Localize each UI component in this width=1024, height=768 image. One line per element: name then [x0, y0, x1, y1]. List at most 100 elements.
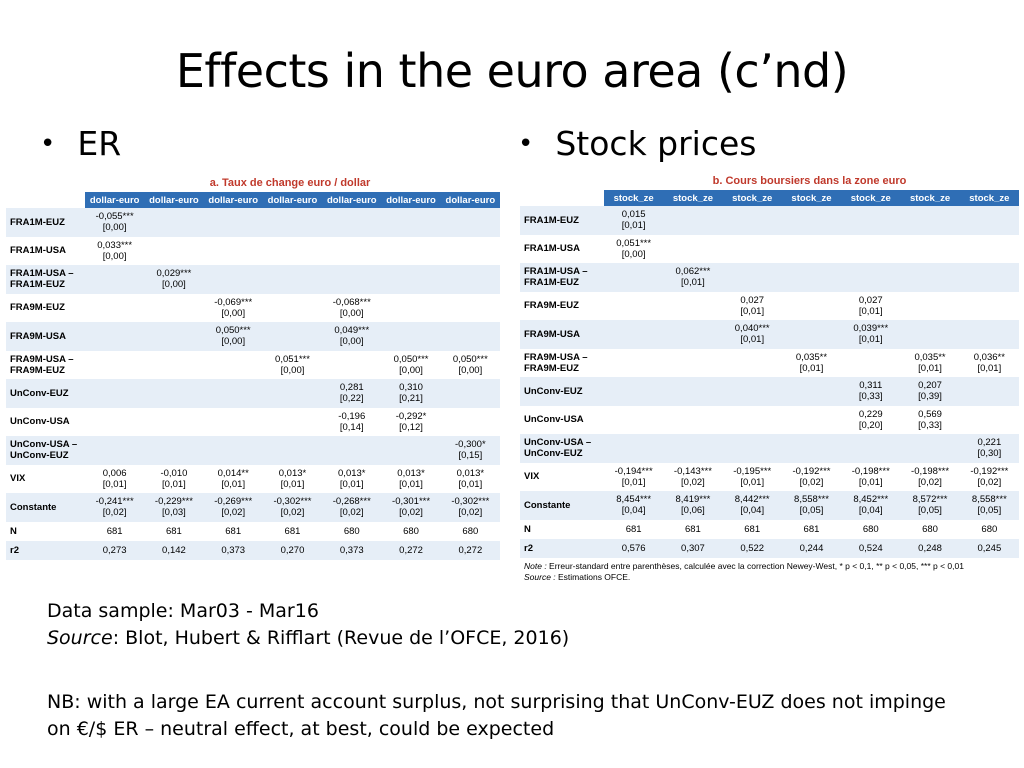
- coefficient-value: 680: [403, 525, 419, 537]
- standard-error-value: [0,01]: [339, 478, 364, 490]
- column-header: stock_ze: [722, 190, 782, 206]
- coefficient-value: 0,244: [799, 542, 824, 554]
- coefficient-value: -0,198***: [911, 465, 950, 477]
- table-cell: [782, 406, 841, 435]
- table-cell: [663, 349, 722, 378]
- coefficient-value: -0,196: [338, 410, 366, 422]
- standard-error-value: [0,02]: [799, 476, 824, 488]
- table-cell: [381, 208, 440, 237]
- table-row: VIX -0,194*** [0,01] -0,143*** [0,02] -0,195*…: [520, 463, 1019, 492]
- standard-error-value: [0,00]: [102, 250, 127, 262]
- table-cell: [841, 434, 900, 463]
- table-row: FRA1M-USA 0,033*** [0,00]: [6, 237, 500, 266]
- coefficient-value: 0,013*: [397, 467, 425, 479]
- table-cell: 0,576: [604, 539, 663, 558]
- table-row: r2 0,273 0,142 0,373 0,270 0,373 0,272 0,272: [6, 540, 500, 560]
- table-cell: 680: [900, 520, 959, 539]
- table-cell: 681: [204, 522, 263, 541]
- coefficient-value: 0,576: [621, 542, 646, 554]
- table-cell: [841, 263, 900, 292]
- row-label: UnConv-USA – UnConv-EUZ: [520, 434, 604, 463]
- slide-title: Effects in the euro area (c’nd): [175, 44, 849, 98]
- coefficient-value: 681: [225, 525, 242, 537]
- coefficient-value: 0,221: [977, 437, 1002, 449]
- table-cell: [900, 206, 959, 235]
- table-row: FRA9M-EUZ -0,069*** [0,00] -0,068*** [0,00]: [6, 294, 500, 323]
- table-row: FRA1M-EUZ 0,015 [0,01]: [520, 206, 1019, 235]
- table-cell: [322, 237, 381, 266]
- coefficient-value: -0,229***: [154, 496, 193, 508]
- table-row: FRA1M-USA 0,051*** [0,00]: [520, 235, 1019, 264]
- table-cell: [723, 406, 782, 435]
- table-cell: [441, 408, 500, 437]
- table-cell: [85, 351, 144, 380]
- coefficient-value: 0,270: [280, 544, 305, 556]
- standard-error-value: [0,20]: [858, 419, 883, 431]
- table-cell: [85, 379, 144, 408]
- table-cell: 0,033*** [0,00]: [85, 237, 144, 266]
- table-cell: [782, 320, 841, 349]
- coefficient-value: 0,027: [858, 294, 883, 306]
- coefficient-value: 681: [106, 525, 123, 537]
- table-row: FRA9M-USA 0,040*** [0,01] 0,039*** [0,01]: [520, 320, 1019, 349]
- table-cell: [441, 265, 500, 294]
- table-cell: [144, 208, 203, 237]
- row-label: FRA9M-EUZ: [6, 294, 85, 323]
- table-cell: [204, 265, 263, 294]
- standard-error-value: [0,33]: [858, 391, 883, 403]
- coefficient-value: 0,036**: [973, 351, 1005, 363]
- coefficient-value: 0,015: [621, 209, 646, 221]
- table-cell: 0,273: [85, 541, 144, 560]
- standard-error-value: [0,00]: [399, 364, 423, 376]
- source-label: Source :: [524, 571, 556, 582]
- coefficient-value: 0,027: [740, 294, 765, 306]
- table-cell: 0,013* [0,01]: [322, 465, 381, 494]
- coefficient-value: 681: [284, 525, 301, 537]
- standard-error-value: [0,01]: [799, 362, 824, 374]
- table-cell: [663, 206, 722, 235]
- standard-error-value: [0,02]: [681, 476, 705, 488]
- row-label-line: UnConv-USA: [524, 414, 584, 426]
- row-label: N: [520, 520, 604, 539]
- table-cell: 680: [960, 520, 1019, 539]
- coefficient-value: -0,292*: [395, 410, 427, 422]
- table-cell: -0,269*** [0,02]: [204, 493, 263, 522]
- coefficient-value: 8,442***: [734, 494, 770, 506]
- table-cell: [841, 206, 900, 235]
- standard-error-value: [0,05]: [977, 505, 1002, 517]
- table-cell: [604, 377, 663, 406]
- table-cell: -0,292* [0,12]: [381, 408, 440, 437]
- coefficient-value: 680: [981, 523, 998, 535]
- column-header: stock_ze: [663, 190, 723, 206]
- bullet-stock-label: Stock prices: [555, 124, 757, 163]
- standard-error-value: [0,12]: [399, 421, 423, 433]
- table-cell: [381, 322, 440, 351]
- row-label: FRA9M-USA: [6, 322, 85, 351]
- table-cell: [144, 379, 203, 408]
- table-cell: 680: [441, 522, 500, 541]
- note-text: Erreur-standard entre parenthèses, calcu…: [546, 560, 964, 571]
- table-cell: 8,572*** [0,05]: [900, 491, 959, 520]
- table-cell: [604, 292, 663, 321]
- table-cell: 0,050*** [0,00]: [204, 322, 263, 351]
- row-label-line: FRA9M-EUZ: [524, 300, 579, 312]
- er-regression-table: dollar-euro dollar-euro dollar-euro dollar-…: [6, 192, 500, 560]
- table-cell: [85, 436, 144, 465]
- row-label-line: FRA9M-USA –: [10, 353, 74, 365]
- nb-note-line-1: NB: with a large EA current account surp…: [47, 691, 946, 713]
- coefficient-value: 0,013*: [278, 467, 307, 479]
- table-cell: -0,198*** [0,02]: [900, 463, 959, 492]
- standard-error-value: [0,00]: [621, 248, 646, 260]
- table-cell: 0,036** [0,01]: [960, 349, 1019, 378]
- coefficient-value: 0,245: [977, 542, 1002, 554]
- table-cell: [900, 320, 959, 349]
- row-label: FRA9M-EUZ: [520, 292, 604, 321]
- coefficient-value: 0,273: [102, 544, 127, 556]
- coefficient-value: -0,068***: [332, 296, 371, 308]
- table-cell: [85, 294, 144, 323]
- coefficient-value: 0,014**: [217, 467, 249, 479]
- table-cell: [723, 434, 782, 463]
- table-cell: 0,013* [0,01]: [263, 465, 322, 494]
- coefficient-value: 681: [625, 523, 642, 535]
- row-label-line: UnConv-USA –: [524, 437, 592, 449]
